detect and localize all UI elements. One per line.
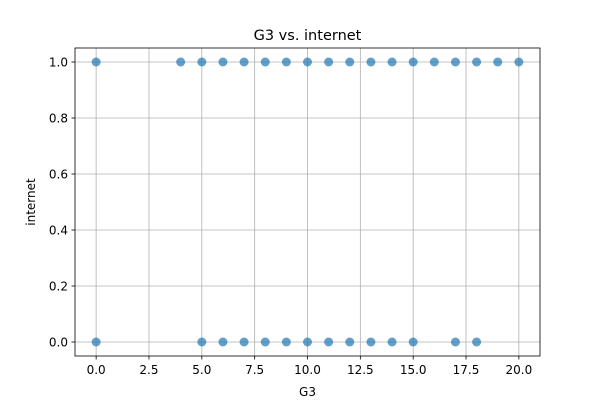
data-point <box>303 337 312 347</box>
data-point <box>450 57 460 67</box>
data-point <box>176 57 186 67</box>
y-tick-label: 0.8 <box>49 111 68 125</box>
x-tick-label: 15.0 <box>400 363 427 377</box>
data-point <box>260 57 270 67</box>
data-point <box>387 57 397 67</box>
x-tick-label: 12.5 <box>347 363 374 377</box>
data-point <box>514 57 524 67</box>
y-tick-label: 0.6 <box>49 167 68 181</box>
data-point <box>408 337 418 347</box>
y-tick-label: 0.4 <box>49 223 68 237</box>
data-point <box>429 57 439 67</box>
data-point <box>324 337 334 347</box>
y-tick-label: 1.0 <box>49 55 68 69</box>
data-points <box>91 57 524 347</box>
data-point <box>450 337 460 347</box>
data-point <box>197 57 207 67</box>
data-point <box>218 57 228 67</box>
chart-title: G3 vs. internet <box>254 28 362 44</box>
data-point <box>472 337 482 347</box>
y-axis-label: internet <box>24 178 38 226</box>
y-axis-ticks: 0.0 0.2 0.4 0.6 0.8 1.0 <box>49 55 75 349</box>
x-tick-label: 7.5 <box>245 363 264 377</box>
x-tick-label: 5.0 <box>192 363 211 377</box>
data-point <box>366 337 376 347</box>
x-tick-label: 20.0 <box>506 363 533 377</box>
data-point <box>324 57 334 67</box>
data-point <box>281 337 291 347</box>
data-point <box>366 57 376 67</box>
y-tick-label: 0.0 <box>49 335 68 349</box>
data-point <box>408 57 418 67</box>
data-point <box>91 57 101 67</box>
data-point <box>197 337 207 347</box>
data-point <box>218 337 228 347</box>
y-tick-label: 0.2 <box>49 279 68 293</box>
data-point <box>387 337 397 347</box>
data-point <box>260 337 270 347</box>
data-point <box>239 57 249 67</box>
data-point <box>493 57 503 67</box>
data-point <box>345 57 355 67</box>
x-axis-label: G3 <box>299 385 316 399</box>
grid-lines <box>75 48 540 356</box>
data-point <box>472 57 482 67</box>
data-point <box>239 337 249 347</box>
x-tick-label: 10.0 <box>294 363 321 377</box>
x-tick-label: 2.5 <box>139 363 158 377</box>
data-point <box>281 57 291 67</box>
x-axis-ticks: 0.0 2.5 5.0 7.5 10.0 12.5 15.0 17.5 20.0 <box>87 356 533 377</box>
data-point <box>303 57 312 67</box>
x-tick-label: 17.5 <box>453 363 480 377</box>
x-tick-label: 0.0 <box>87 363 106 377</box>
data-point <box>91 337 101 347</box>
data-point <box>345 337 355 347</box>
